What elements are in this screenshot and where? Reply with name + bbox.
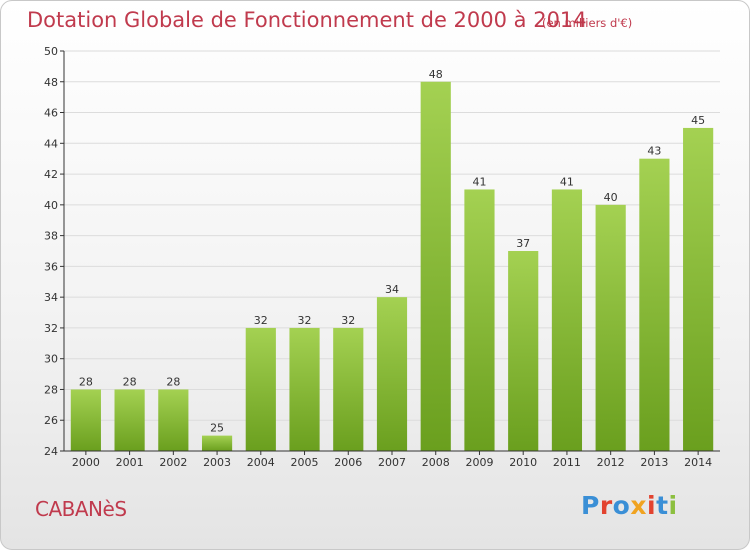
y-tick-label: 26 — [44, 414, 58, 427]
bar-value-label: 25 — [210, 422, 224, 435]
bar-value-label: 40 — [604, 191, 618, 204]
bar-value-label: 34 — [385, 283, 399, 296]
logo-letter: P — [581, 491, 600, 520]
logo-letter: i — [668, 491, 678, 520]
y-tick-label: 34 — [44, 291, 58, 304]
x-tick-label: 2000 — [72, 456, 100, 469]
place-name: CABANèS — [35, 497, 127, 521]
x-tick-label: 2010 — [509, 456, 537, 469]
y-tick-label: 28 — [44, 383, 58, 396]
bar-value-label: 37 — [516, 237, 530, 250]
logo-letter: x — [630, 491, 647, 520]
bar — [551, 189, 583, 451]
logo-letter: o — [612, 491, 631, 520]
x-tick-label: 2002 — [159, 456, 187, 469]
logo-letter: i — [647, 491, 657, 520]
bar — [595, 204, 626, 451]
bar — [114, 389, 145, 451]
bar-value-label: 45 — [691, 114, 705, 127]
y-tick-label: 50 — [44, 45, 58, 58]
y-tick-label: 36 — [44, 260, 58, 273]
y-tick-label: 24 — [44, 445, 58, 458]
bar — [683, 127, 714, 451]
y-tick-label: 30 — [44, 353, 58, 366]
y-tick-label: 44 — [44, 137, 58, 150]
bar — [464, 189, 495, 451]
logo-letter: r — [599, 491, 613, 520]
chart-title: Dotation Globale de Fonctionnement de 20… — [27, 8, 587, 32]
x-tick-label: 2011 — [553, 456, 581, 469]
bar-value-label: 28 — [123, 375, 137, 388]
bar-value-label: 43 — [647, 145, 661, 158]
proxiti-logo[interactable]: Proxiti — [581, 491, 678, 520]
bar-value-label: 41 — [560, 175, 574, 188]
x-tick-label: 2006 — [334, 456, 362, 469]
x-tick-label: 2009 — [465, 456, 493, 469]
bar — [508, 251, 539, 451]
bar-value-label: 28 — [79, 375, 93, 388]
x-tick-label: 2013 — [640, 456, 668, 469]
y-tick-label: 38 — [44, 230, 58, 243]
bar-value-label: 32 — [254, 314, 268, 327]
bar — [376, 297, 408, 451]
y-tick-label: 48 — [44, 76, 58, 89]
x-tick-label: 2007 — [378, 456, 406, 469]
bars: 28 28 28 25 32 32 32 34 48 41 37 41 40 43 45 — [70, 68, 714, 452]
bar-value-label: 32 — [298, 314, 312, 327]
axes: 24 26 28 30 32 34 36 38 40 42 44 46 48 50 2000 2001 2002… — [44, 45, 720, 469]
x-tick-label: 2005 — [291, 456, 319, 469]
x-tick-label: 2004 — [247, 456, 275, 469]
y-tick-label: 46 — [44, 107, 58, 120]
bar — [420, 81, 451, 452]
bar — [639, 158, 670, 451]
y-tick-label: 40 — [44, 199, 58, 212]
bar-value-label: 48 — [429, 68, 443, 81]
bar — [333, 327, 364, 451]
bar — [158, 389, 189, 451]
bar — [70, 389, 101, 451]
bar-value-label: 32 — [341, 314, 355, 327]
chart-subtitle: (en milliers d'€) — [542, 16, 633, 30]
x-tick-label: 2014 — [684, 456, 712, 469]
bar — [245, 327, 276, 451]
x-tick-label: 2012 — [597, 456, 625, 469]
bar — [289, 327, 320, 451]
bar-value-label: 28 — [166, 375, 180, 388]
bar — [201, 435, 233, 451]
logo-letter: t — [656, 491, 669, 520]
x-tick-label: 2003 — [203, 456, 231, 469]
x-tick-label: 2001 — [116, 456, 144, 469]
y-tick-label: 32 — [44, 322, 58, 335]
y-tick-label: 42 — [44, 168, 58, 181]
x-tick-label: 2008 — [422, 456, 450, 469]
bar-value-label: 41 — [472, 175, 486, 188]
